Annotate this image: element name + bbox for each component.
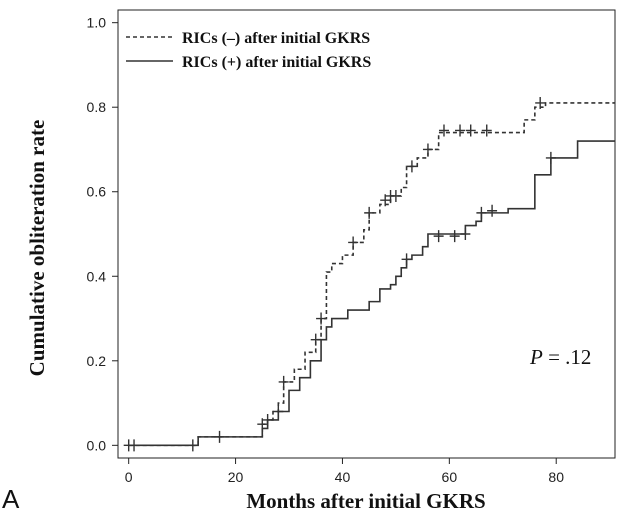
legend-label-ric-negative: RICs (–) after initial GKRS: [182, 30, 370, 47]
y-tick-label: 0.8: [87, 99, 107, 115]
p-label: P: [529, 345, 543, 369]
x-axis-label: Months after initial GKRS: [246, 489, 485, 513]
x-tick-label: 0: [125, 469, 133, 485]
series-ric-negative: [123, 96, 615, 452]
legend: RICs (–) after initial GKRS RICs (+) aft…: [126, 30, 371, 71]
y-tick-label: 0.0: [87, 437, 107, 453]
y-tick-label: 1.0: [87, 15, 107, 31]
y-tick-label: 0.6: [87, 184, 107, 200]
censor-mark: [390, 189, 401, 202]
censor-mark: [273, 405, 284, 418]
censor-mark: [316, 312, 327, 325]
x-axis-ticks: 0 20 40 60 80: [125, 458, 564, 485]
censor-mark: [380, 194, 391, 207]
censor-mark: [433, 230, 444, 243]
p-value-annotation: P = .12: [529, 345, 591, 369]
y-tick-label: 0.4: [87, 268, 107, 284]
censor-mark: [438, 124, 449, 137]
censor-mark: [422, 143, 433, 156]
x-tick-label: 40: [335, 469, 351, 485]
x-tick-label: 80: [548, 469, 564, 485]
series-layer: [123, 96, 615, 452]
y-axis-ticks: 0.0 0.2 0.4 0.6 0.8 1.0: [87, 15, 118, 453]
censor-mark: [465, 124, 476, 137]
censor-mark: [545, 151, 556, 164]
censor-mark: [487, 204, 498, 217]
plot-frame: [117, 9, 616, 459]
censor-mark: [449, 230, 460, 243]
series-ric-positive: [128, 140, 615, 447]
censor-mark: [348, 236, 359, 249]
panel-label: A: [2, 484, 20, 514]
censor-mark: [364, 206, 375, 219]
censor-mark: [278, 375, 289, 388]
p-value: = .12: [543, 345, 592, 369]
censor-mark: [460, 228, 471, 240]
censor-mark: [310, 333, 321, 346]
x-tick-label: 20: [228, 469, 244, 485]
censor-mark: [455, 124, 466, 137]
censor-mark: [535, 96, 546, 109]
censor-mark: [476, 206, 487, 219]
censor-mark: [406, 160, 417, 173]
y-tick-label: 0.2: [87, 353, 107, 369]
y-axis-label: Cumulative obliteration rate: [25, 120, 49, 377]
censor-mark: [401, 253, 412, 266]
censor-mark: [481, 124, 492, 137]
series-line: [128, 102, 615, 447]
series-line: [128, 140, 615, 447]
legend-label-ric-positive: RICs (+) after initial GKRS: [182, 54, 371, 71]
x-tick-label: 60: [442, 469, 458, 485]
